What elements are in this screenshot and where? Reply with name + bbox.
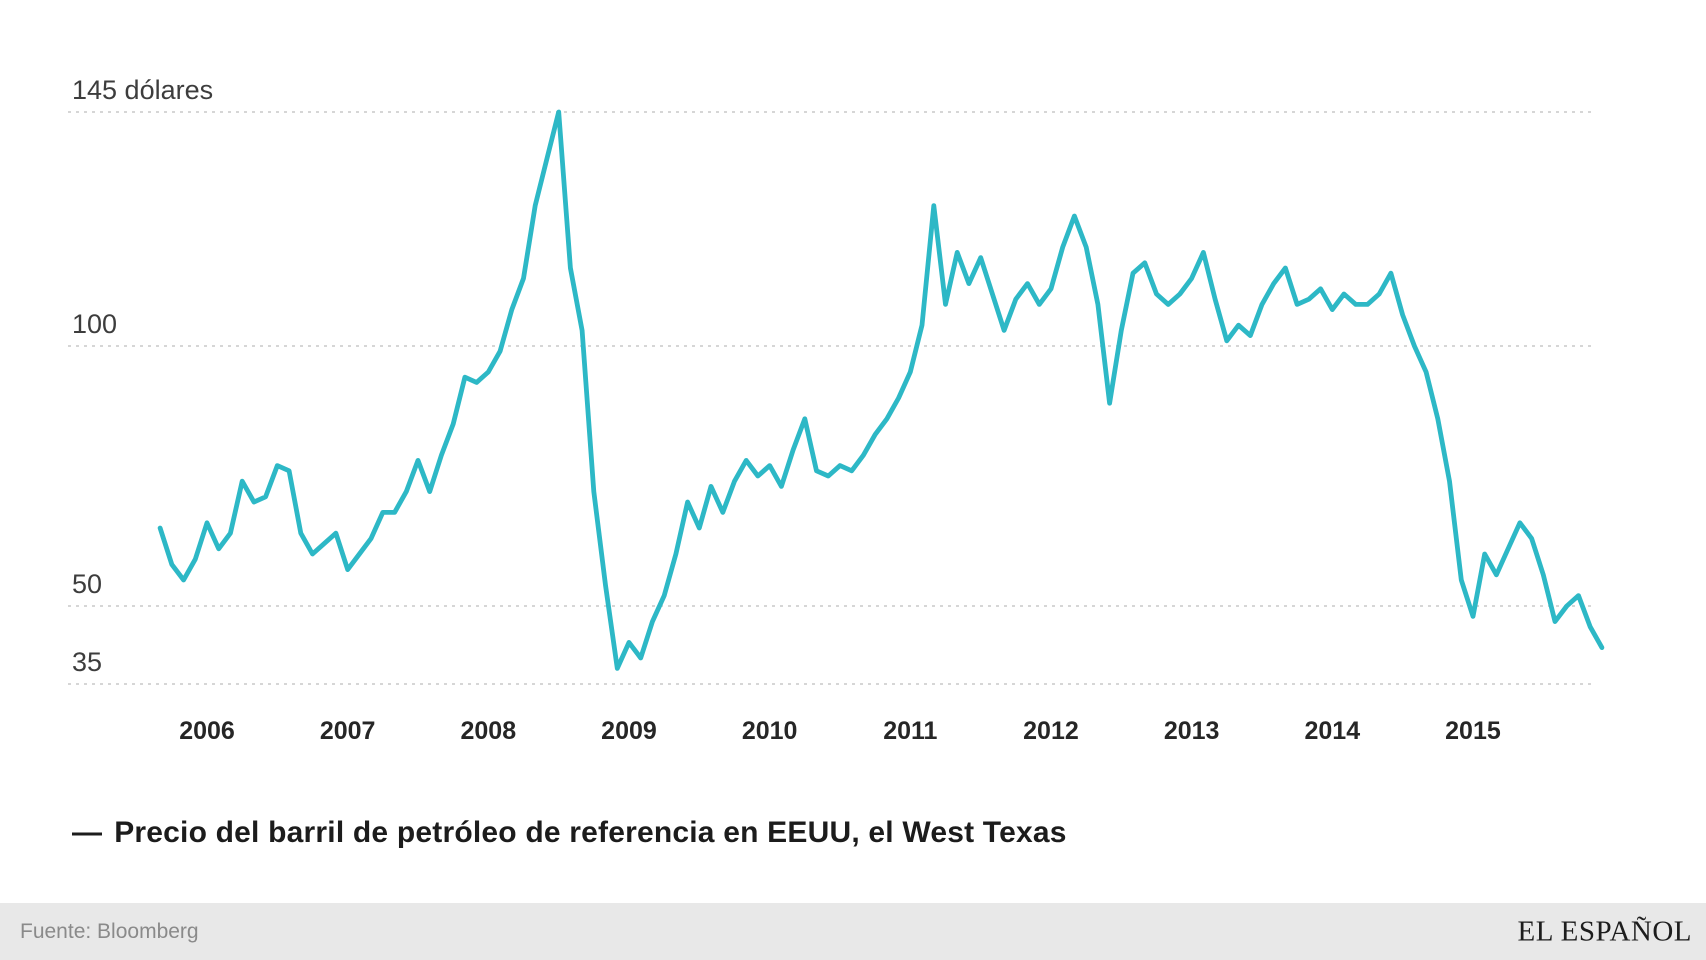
legend-dash: — [72, 816, 103, 849]
x-axis-label: 2015 [1445, 717, 1501, 745]
x-axis-label: 2012 [1023, 717, 1079, 745]
legend-label: Precio del barril de petróleo de referen… [114, 816, 1067, 849]
price-line [157, 109, 1605, 671]
x-axis-label: 2006 [179, 717, 235, 745]
publisher-logo: EL ESPAÑOL [1517, 915, 1692, 947]
y-axis-label: 50 [72, 569, 103, 599]
x-axis-label: 2009 [601, 717, 657, 745]
legend: — Precio del barril de petróleo de refere… [72, 816, 1067, 850]
price-chart [68, 109, 1605, 685]
footer-bar: Fuente: Bloomberg EL ESPAÑOL [0, 903, 1706, 960]
x-axis-label: 2013 [1163, 717, 1220, 745]
x-axis-label: 2011 [883, 717, 938, 745]
x-axis-label: 2007 [319, 717, 376, 745]
y-axis-label: 100 [72, 309, 118, 339]
x-axis-label: 2008 [460, 717, 517, 745]
x-axis-label: 2010 [741, 717, 798, 745]
x-axis-label: 2014 [1304, 717, 1361, 745]
y-axis-label: 145 dólares [72, 75, 214, 105]
y-axis-label: 35 [72, 647, 103, 677]
source-credit: Fuente: Bloomberg [20, 919, 199, 943]
